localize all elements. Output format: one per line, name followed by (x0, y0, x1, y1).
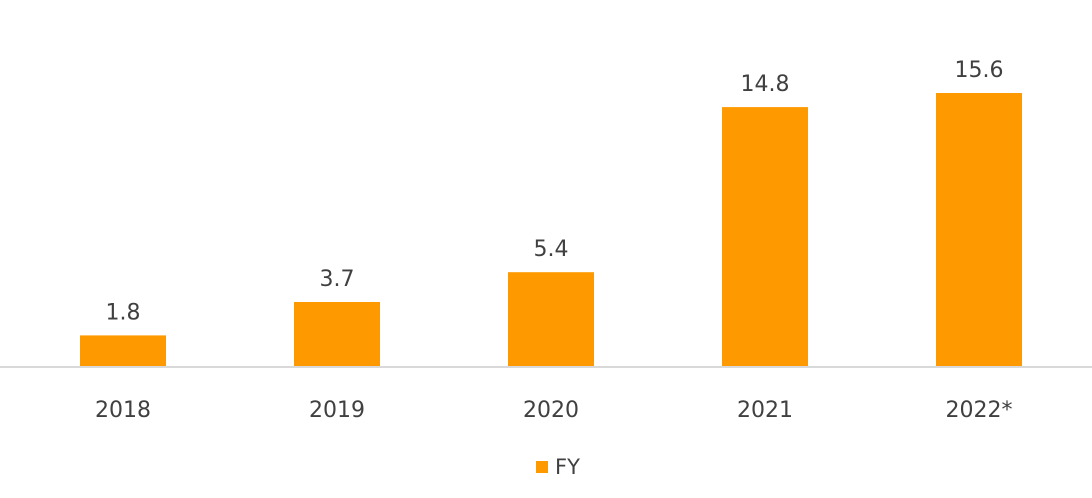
data-label-2022-star: 15.6 (955, 58, 1004, 83)
x-tick-label-2019: 2019 (309, 398, 365, 423)
x-tick-label-2020: 2020 (523, 398, 579, 423)
legend: FY (536, 455, 580, 479)
x-tick-labels-group: 2018 2019 2020 2021 2022* (95, 398, 1013, 423)
data-label-2021: 14.8 (741, 72, 790, 97)
data-label-2020: 5.4 (534, 237, 569, 262)
data-label-2019: 3.7 (320, 267, 355, 292)
bar-2021 (722, 107, 808, 367)
bar-2022-star (936, 93, 1022, 367)
bar-2019 (294, 302, 380, 367)
bar-2018 (80, 335, 166, 367)
x-tick-label-2018: 2018 (95, 398, 151, 423)
bar-2020 (508, 272, 594, 367)
data-label-2018: 1.8 (106, 300, 141, 325)
x-tick-label-2022-star: 2022* (946, 398, 1013, 423)
legend-swatch (536, 461, 548, 473)
legend-label-fy: FY (555, 455, 580, 479)
x-tick-label-2021: 2021 (737, 398, 793, 423)
data-labels-group: 1.8 3.7 5.4 14.8 15.6 (106, 58, 1004, 325)
bars-group (80, 93, 1022, 367)
